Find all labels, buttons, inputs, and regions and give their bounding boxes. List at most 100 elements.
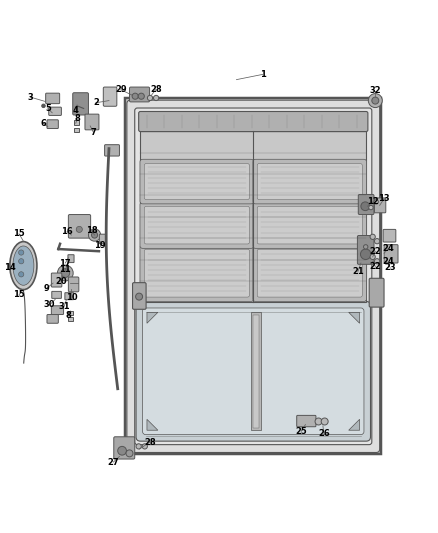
Circle shape <box>361 202 370 211</box>
FancyBboxPatch shape <box>99 234 106 244</box>
Bar <box>253 314 258 428</box>
Text: 22: 22 <box>369 262 381 271</box>
Circle shape <box>374 239 380 244</box>
Text: 5: 5 <box>45 104 51 113</box>
FancyBboxPatch shape <box>145 206 249 244</box>
FancyBboxPatch shape <box>136 302 371 441</box>
FancyBboxPatch shape <box>68 277 79 292</box>
FancyBboxPatch shape <box>139 111 368 132</box>
Polygon shape <box>349 312 360 323</box>
Circle shape <box>118 446 127 455</box>
FancyBboxPatch shape <box>297 415 316 427</box>
Circle shape <box>132 93 138 99</box>
Text: 7: 7 <box>90 127 96 136</box>
FancyBboxPatch shape <box>47 314 58 323</box>
Text: 31: 31 <box>58 302 70 311</box>
FancyBboxPatch shape <box>145 164 249 199</box>
FancyBboxPatch shape <box>103 87 117 106</box>
Text: 26: 26 <box>318 429 330 438</box>
FancyBboxPatch shape <box>383 229 396 242</box>
Text: 18: 18 <box>86 226 97 235</box>
Bar <box>251 312 261 430</box>
FancyBboxPatch shape <box>257 249 362 297</box>
Circle shape <box>136 444 141 449</box>
FancyBboxPatch shape <box>65 293 74 300</box>
FancyBboxPatch shape <box>253 159 367 204</box>
FancyBboxPatch shape <box>73 93 88 115</box>
Text: 9: 9 <box>44 284 49 293</box>
FancyBboxPatch shape <box>127 100 380 453</box>
Bar <box>74 120 79 125</box>
Text: 11: 11 <box>60 265 71 274</box>
FancyBboxPatch shape <box>49 107 61 116</box>
Text: 28: 28 <box>144 438 156 447</box>
Circle shape <box>88 229 101 241</box>
FancyBboxPatch shape <box>51 273 62 287</box>
Text: 32: 32 <box>370 86 381 95</box>
Text: 24: 24 <box>382 244 394 253</box>
Circle shape <box>368 94 382 108</box>
Ellipse shape <box>13 246 34 285</box>
FancyBboxPatch shape <box>140 202 254 248</box>
Text: 23: 23 <box>384 263 396 272</box>
Circle shape <box>76 227 82 232</box>
FancyBboxPatch shape <box>114 437 135 459</box>
Bar <box>68 311 73 316</box>
FancyBboxPatch shape <box>133 282 146 309</box>
Polygon shape <box>349 419 360 430</box>
FancyBboxPatch shape <box>47 120 58 128</box>
Circle shape <box>370 234 375 239</box>
Text: 10: 10 <box>66 294 77 302</box>
Circle shape <box>57 265 73 281</box>
Text: 3: 3 <box>28 93 33 102</box>
Polygon shape <box>147 312 158 323</box>
FancyBboxPatch shape <box>143 308 364 434</box>
Text: 27: 27 <box>107 458 119 466</box>
FancyBboxPatch shape <box>140 245 254 302</box>
FancyBboxPatch shape <box>358 195 374 215</box>
Text: 21: 21 <box>352 267 364 276</box>
Bar <box>68 317 73 321</box>
Circle shape <box>138 93 145 99</box>
FancyBboxPatch shape <box>105 144 120 156</box>
Text: 6: 6 <box>41 119 46 128</box>
Circle shape <box>142 444 148 449</box>
Circle shape <box>18 272 24 277</box>
Ellipse shape <box>10 241 37 289</box>
FancyBboxPatch shape <box>51 306 64 314</box>
Text: 25: 25 <box>295 427 307 436</box>
FancyBboxPatch shape <box>369 278 384 307</box>
Circle shape <box>136 293 143 300</box>
Circle shape <box>18 259 24 264</box>
FancyBboxPatch shape <box>357 236 374 264</box>
Bar <box>125 99 381 454</box>
Circle shape <box>92 232 98 238</box>
Text: 17: 17 <box>60 259 71 268</box>
Circle shape <box>153 95 159 101</box>
FancyBboxPatch shape <box>85 114 99 130</box>
Circle shape <box>18 250 24 255</box>
FancyBboxPatch shape <box>374 198 386 213</box>
Text: 12: 12 <box>367 197 378 206</box>
Text: 4: 4 <box>73 106 79 115</box>
Text: 19: 19 <box>95 241 106 250</box>
Text: 13: 13 <box>378 195 390 203</box>
Circle shape <box>321 418 328 425</box>
Circle shape <box>372 97 379 104</box>
Text: 22: 22 <box>369 247 381 256</box>
FancyBboxPatch shape <box>68 215 91 238</box>
Circle shape <box>42 104 45 108</box>
Circle shape <box>360 249 371 260</box>
Polygon shape <box>147 419 158 430</box>
Circle shape <box>374 200 378 204</box>
Circle shape <box>126 450 133 457</box>
FancyBboxPatch shape <box>253 202 367 248</box>
Text: 28: 28 <box>150 85 162 94</box>
FancyBboxPatch shape <box>253 245 367 302</box>
FancyBboxPatch shape <box>145 249 249 297</box>
Text: 30: 30 <box>44 301 55 310</box>
FancyBboxPatch shape <box>46 93 60 103</box>
Text: 20: 20 <box>55 277 67 286</box>
Text: 24: 24 <box>382 257 394 266</box>
Text: 15: 15 <box>13 290 25 300</box>
